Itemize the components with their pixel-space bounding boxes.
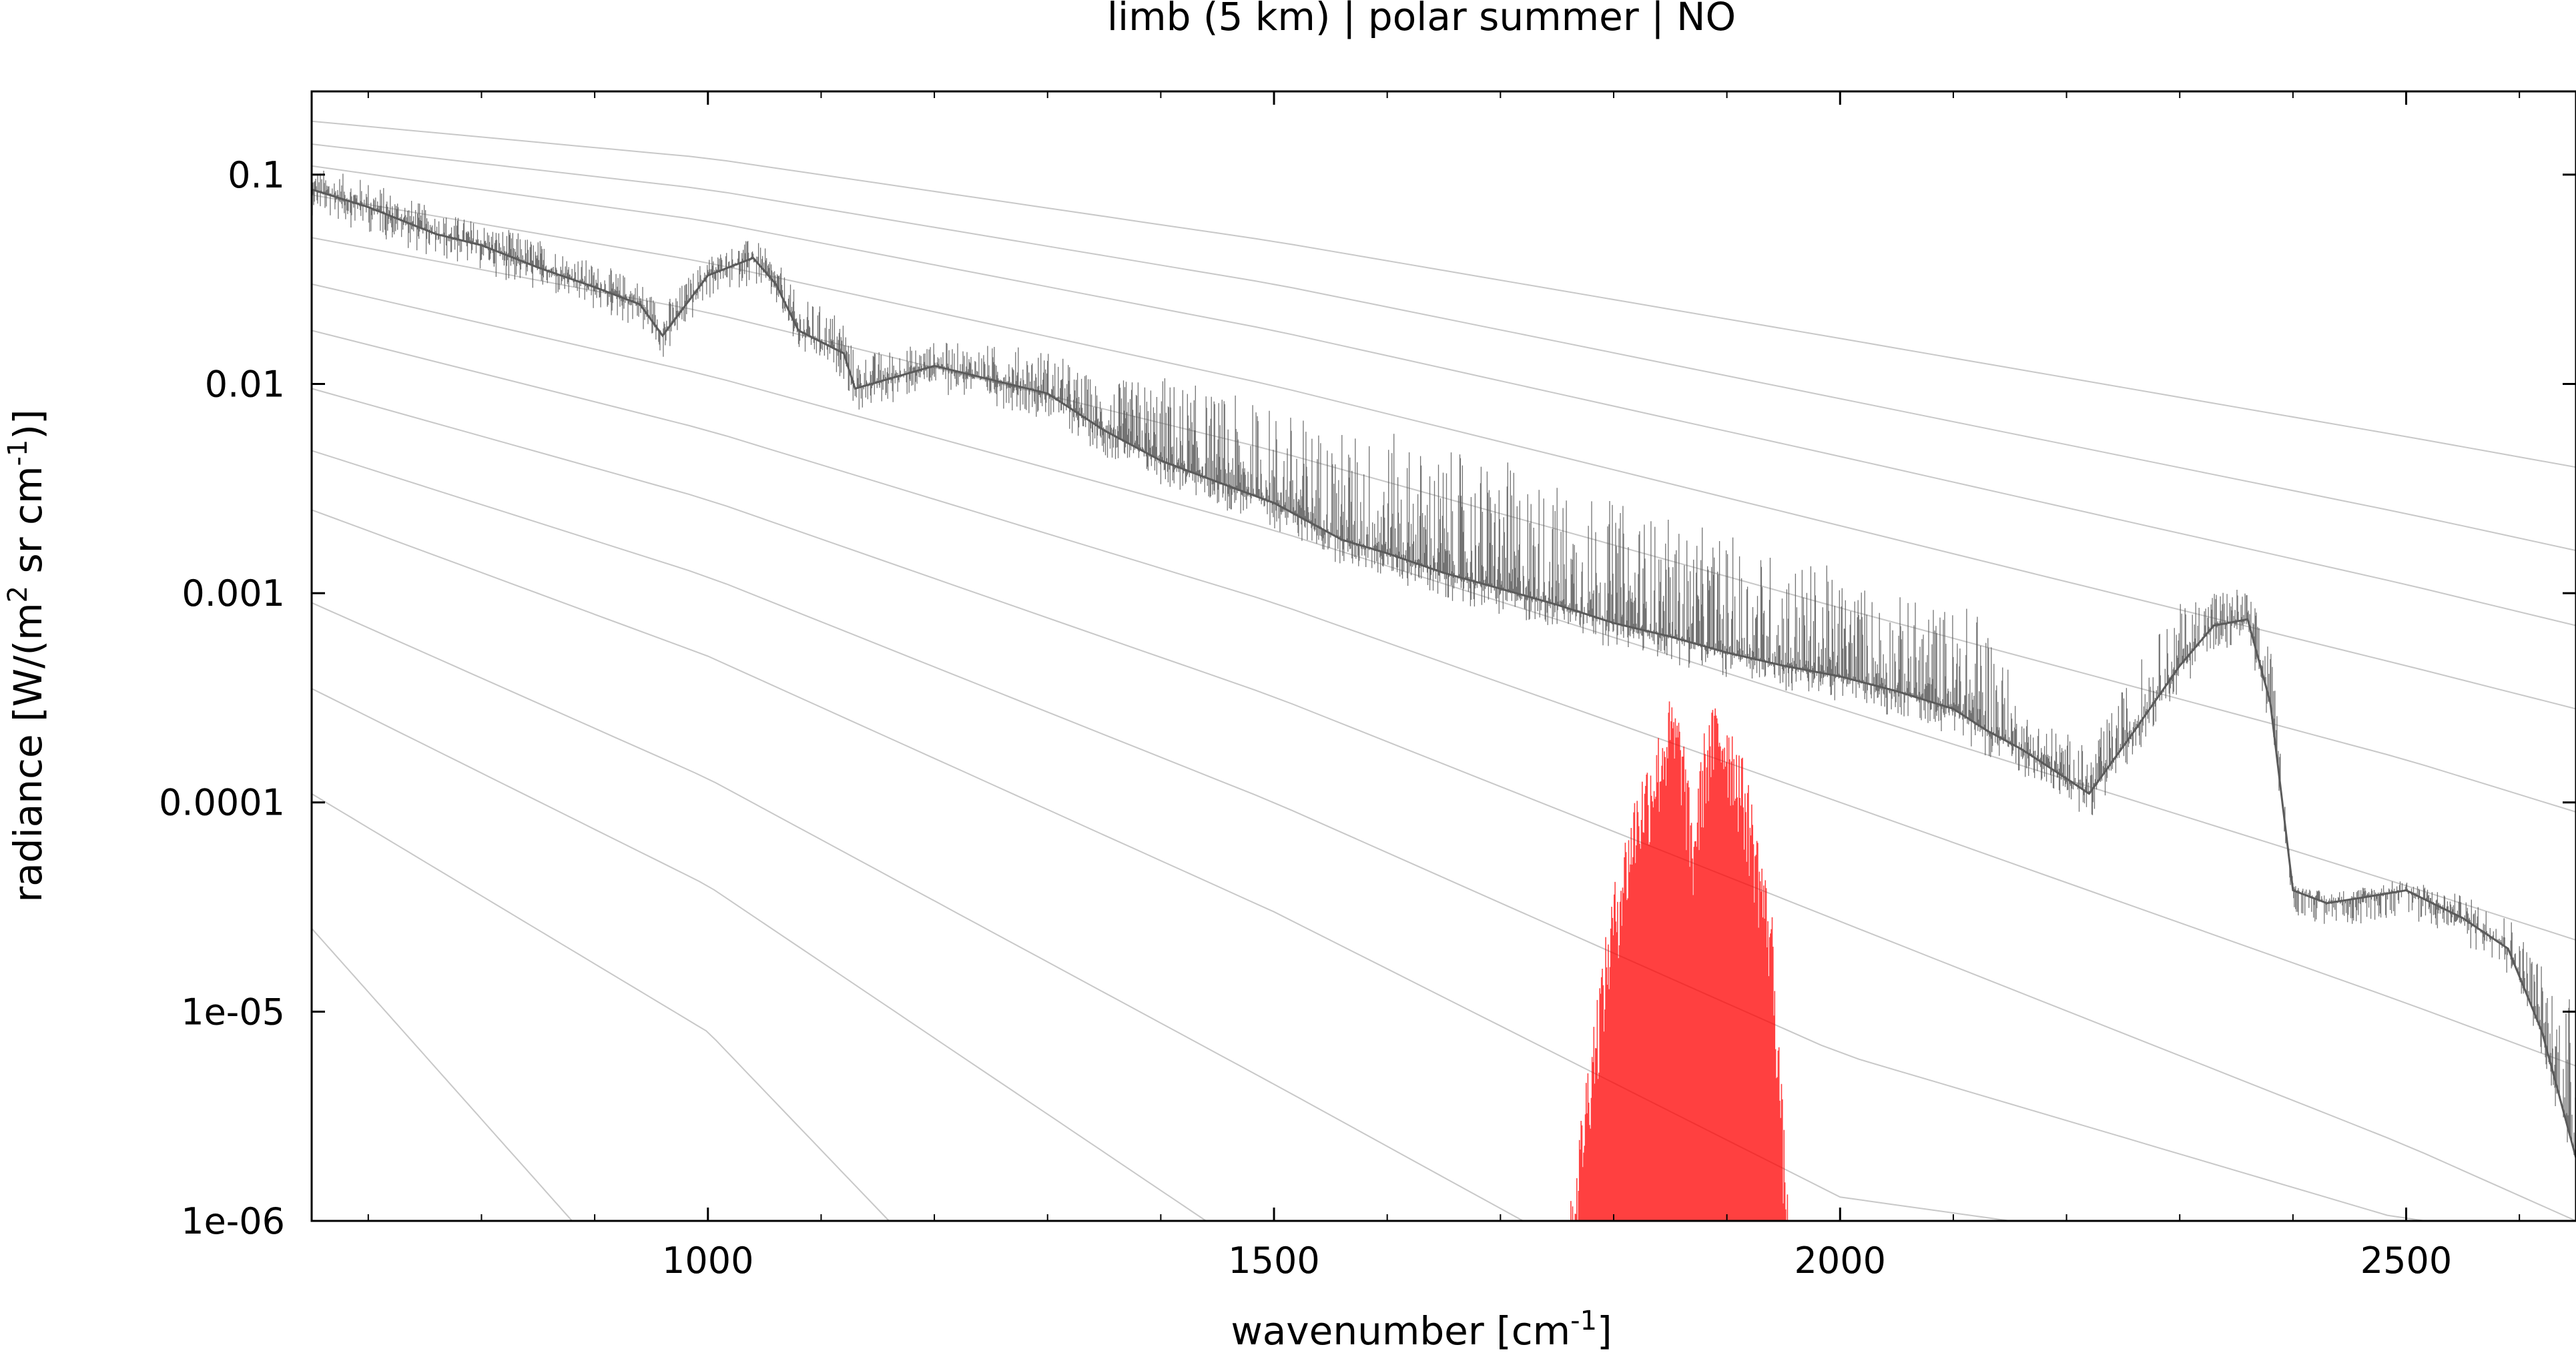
y-axis-title: radiance [W/(m2 sr cm-1)]	[3, 409, 51, 902]
y-tick-label: 0.01	[205, 363, 285, 405]
x-tick-label: 1000	[662, 1240, 753, 1282]
x-axis: 1000 1500 2000 2500	[367, 91, 2521, 1282]
x-tick-label: 2500	[2360, 1240, 2452, 1282]
reference-curve	[312, 927, 573, 1221]
reference-curve	[312, 120, 2576, 468]
reference-curve	[312, 165, 2576, 626]
reference-curve	[312, 688, 1207, 1221]
spectrum-continuum	[312, 188, 2576, 1158]
y-tick-label: 0.1	[228, 154, 285, 196]
chart-title: limb (5 km) | polar summer | NO	[1107, 0, 1736, 39]
radiance-spectrum	[312, 170, 2576, 1158]
x-tick-label: 2000	[1795, 1240, 1886, 1282]
x-tick-label: 1500	[1228, 1240, 1319, 1282]
y-axis: 0.1 0.01 0.001 0.0001 1e-05 1e-06	[159, 154, 2576, 1242]
reference-curve	[312, 143, 2576, 552]
reference-curves	[312, 120, 2576, 1221]
reference-curve	[312, 450, 2576, 1221]
reference-curve	[312, 602, 1524, 1221]
reference-curve	[312, 388, 2576, 1221]
y-tick-label: 1e-05	[181, 991, 285, 1033]
y-tick-label: 0.0001	[159, 782, 285, 824]
reference-curve	[312, 330, 2576, 1067]
reference-curve	[312, 237, 2576, 813]
reference-curve	[312, 793, 890, 1221]
y-tick-label: 0.001	[182, 572, 285, 614]
reference-curve	[312, 194, 2576, 710]
y-tick-label: 1e-06	[181, 1200, 285, 1242]
reference-curve	[312, 283, 2576, 941]
x-axis-title: wavenumber [cm-1]	[1231, 1306, 1612, 1354]
no-band-spectrum	[1570, 701, 1789, 1221]
plot-frame	[310, 90, 2576, 1222]
no-band-lines	[1570, 701, 1789, 1221]
